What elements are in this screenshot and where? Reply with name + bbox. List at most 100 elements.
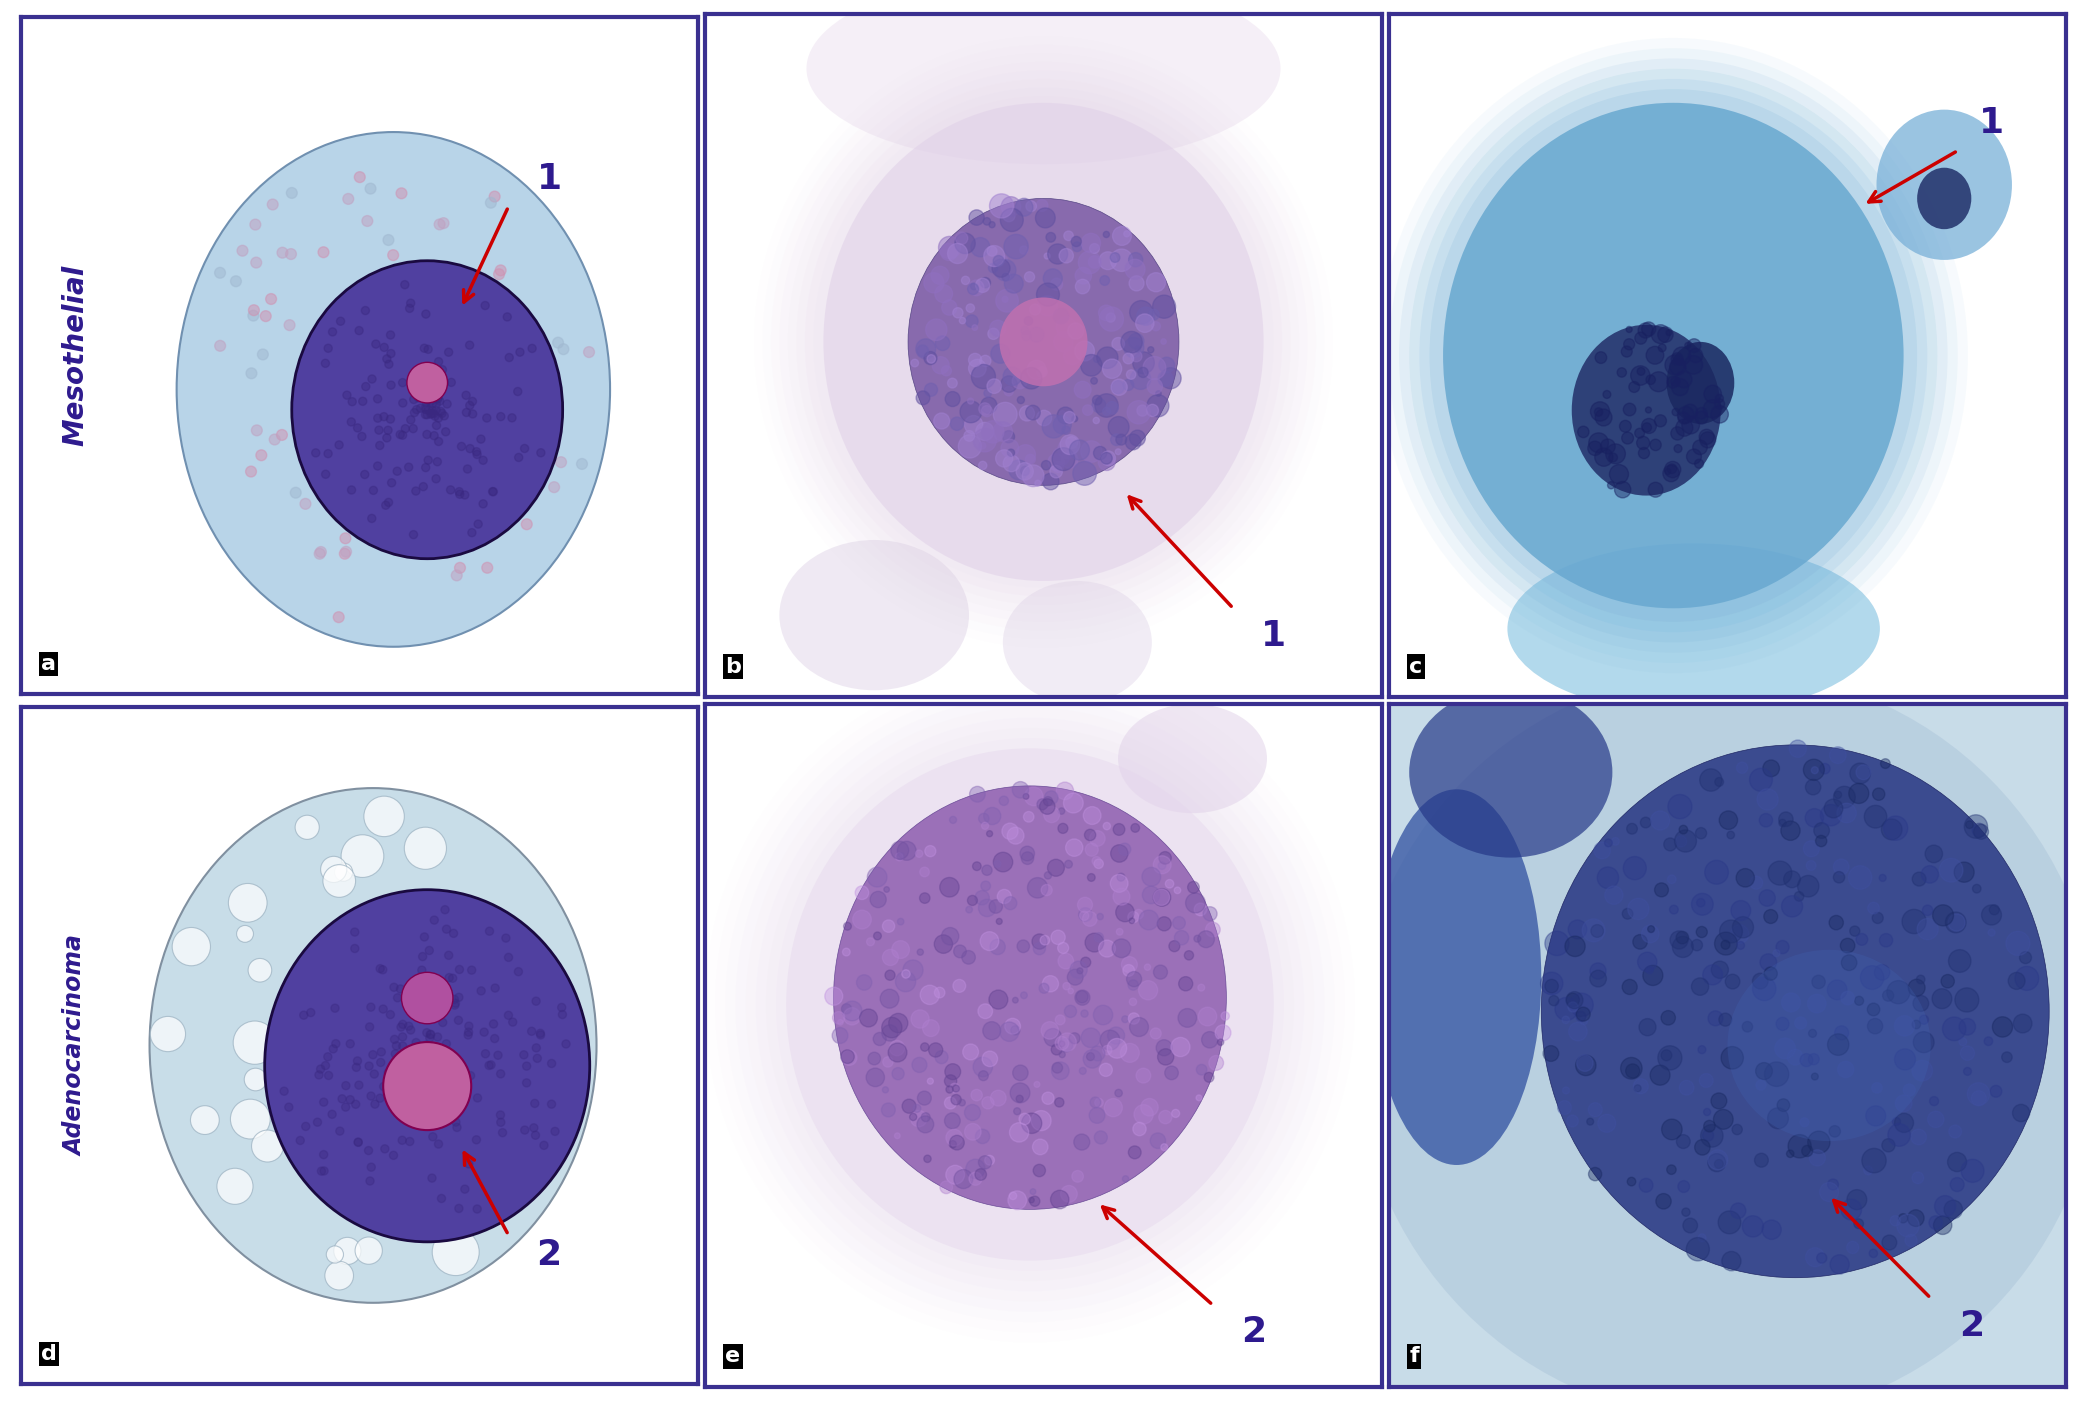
Circle shape bbox=[902, 969, 910, 978]
Circle shape bbox=[1565, 936, 1586, 957]
Circle shape bbox=[457, 1084, 465, 1093]
Circle shape bbox=[1918, 919, 1939, 940]
Circle shape bbox=[968, 398, 975, 403]
Circle shape bbox=[981, 864, 991, 876]
Circle shape bbox=[945, 1063, 960, 1080]
Circle shape bbox=[374, 395, 382, 403]
Circle shape bbox=[916, 345, 929, 356]
Circle shape bbox=[1743, 1216, 1764, 1237]
Circle shape bbox=[520, 444, 528, 453]
Circle shape bbox=[455, 993, 463, 1002]
Circle shape bbox=[952, 1094, 962, 1105]
Circle shape bbox=[987, 378, 1002, 394]
Circle shape bbox=[467, 967, 476, 974]
Circle shape bbox=[1066, 437, 1077, 448]
Circle shape bbox=[326, 1072, 332, 1080]
Ellipse shape bbox=[1119, 703, 1267, 813]
Circle shape bbox=[1605, 885, 1624, 904]
Circle shape bbox=[1682, 403, 1697, 419]
Circle shape bbox=[1657, 1045, 1682, 1070]
Circle shape bbox=[1021, 1112, 1041, 1133]
Circle shape bbox=[1198, 930, 1215, 947]
Circle shape bbox=[881, 989, 899, 1009]
Circle shape bbox=[979, 356, 991, 367]
Circle shape bbox=[1121, 957, 1137, 972]
Circle shape bbox=[334, 612, 344, 622]
Circle shape bbox=[369, 1051, 378, 1059]
Circle shape bbox=[1160, 367, 1181, 388]
Circle shape bbox=[430, 1051, 438, 1059]
Circle shape bbox=[1031, 1188, 1035, 1195]
Circle shape bbox=[968, 895, 977, 905]
Circle shape bbox=[1044, 797, 1052, 806]
Circle shape bbox=[1686, 448, 1701, 464]
Circle shape bbox=[472, 1136, 480, 1143]
Circle shape bbox=[1008, 460, 1029, 481]
Circle shape bbox=[927, 1079, 933, 1084]
Circle shape bbox=[455, 1016, 463, 1024]
Circle shape bbox=[1699, 1234, 1705, 1241]
Circle shape bbox=[981, 932, 1000, 950]
Circle shape bbox=[313, 1118, 321, 1126]
Circle shape bbox=[916, 391, 931, 405]
Circle shape bbox=[1129, 1013, 1140, 1024]
Circle shape bbox=[1104, 822, 1110, 829]
Circle shape bbox=[1154, 890, 1169, 905]
Circle shape bbox=[1812, 975, 1826, 989]
Circle shape bbox=[1841, 939, 1855, 953]
Circle shape bbox=[1002, 375, 1016, 392]
Circle shape bbox=[1018, 1114, 1031, 1125]
Circle shape bbox=[989, 991, 1008, 1009]
Circle shape bbox=[1672, 378, 1688, 395]
Circle shape bbox=[1617, 367, 1626, 377]
Circle shape bbox=[250, 219, 261, 230]
Circle shape bbox=[1039, 936, 1050, 946]
Circle shape bbox=[991, 259, 1010, 277]
Circle shape bbox=[945, 1129, 962, 1146]
Circle shape bbox=[998, 890, 1012, 904]
Circle shape bbox=[1083, 405, 1094, 415]
Circle shape bbox=[1016, 396, 1025, 403]
Circle shape bbox=[1594, 409, 1611, 426]
Circle shape bbox=[1158, 371, 1173, 387]
Circle shape bbox=[1069, 324, 1083, 339]
Circle shape bbox=[1663, 465, 1680, 482]
Circle shape bbox=[328, 1110, 336, 1118]
Circle shape bbox=[513, 388, 522, 395]
Circle shape bbox=[1129, 276, 1144, 291]
Circle shape bbox=[1736, 869, 1755, 887]
Ellipse shape bbox=[1371, 789, 1542, 1166]
Circle shape bbox=[355, 326, 363, 335]
Circle shape bbox=[359, 398, 367, 405]
Circle shape bbox=[1695, 410, 1707, 425]
Circle shape bbox=[1077, 897, 1092, 912]
Circle shape bbox=[1716, 932, 1736, 955]
Circle shape bbox=[1663, 838, 1676, 850]
Circle shape bbox=[1647, 346, 1663, 364]
Circle shape bbox=[1131, 350, 1142, 361]
Circle shape bbox=[1092, 398, 1106, 412]
Circle shape bbox=[1972, 884, 1981, 892]
Circle shape bbox=[1640, 817, 1651, 828]
Circle shape bbox=[409, 531, 417, 539]
Circle shape bbox=[455, 965, 463, 974]
Circle shape bbox=[1693, 894, 1713, 915]
Circle shape bbox=[1956, 988, 1978, 1012]
Circle shape bbox=[1882, 991, 1893, 1002]
Circle shape bbox=[449, 974, 457, 982]
Circle shape bbox=[964, 1104, 981, 1121]
Circle shape bbox=[1031, 1111, 1052, 1131]
Circle shape bbox=[340, 835, 384, 877]
Circle shape bbox=[419, 1089, 428, 1096]
Circle shape bbox=[983, 245, 1004, 266]
Circle shape bbox=[1841, 1199, 1862, 1220]
Circle shape bbox=[1782, 993, 1801, 1012]
Circle shape bbox=[1847, 1241, 1860, 1254]
Circle shape bbox=[966, 315, 979, 328]
Circle shape bbox=[374, 462, 382, 471]
Circle shape bbox=[1075, 279, 1089, 294]
Circle shape bbox=[484, 1062, 493, 1069]
Circle shape bbox=[1672, 347, 1690, 366]
Circle shape bbox=[1624, 339, 1634, 350]
Circle shape bbox=[1720, 1013, 1732, 1026]
